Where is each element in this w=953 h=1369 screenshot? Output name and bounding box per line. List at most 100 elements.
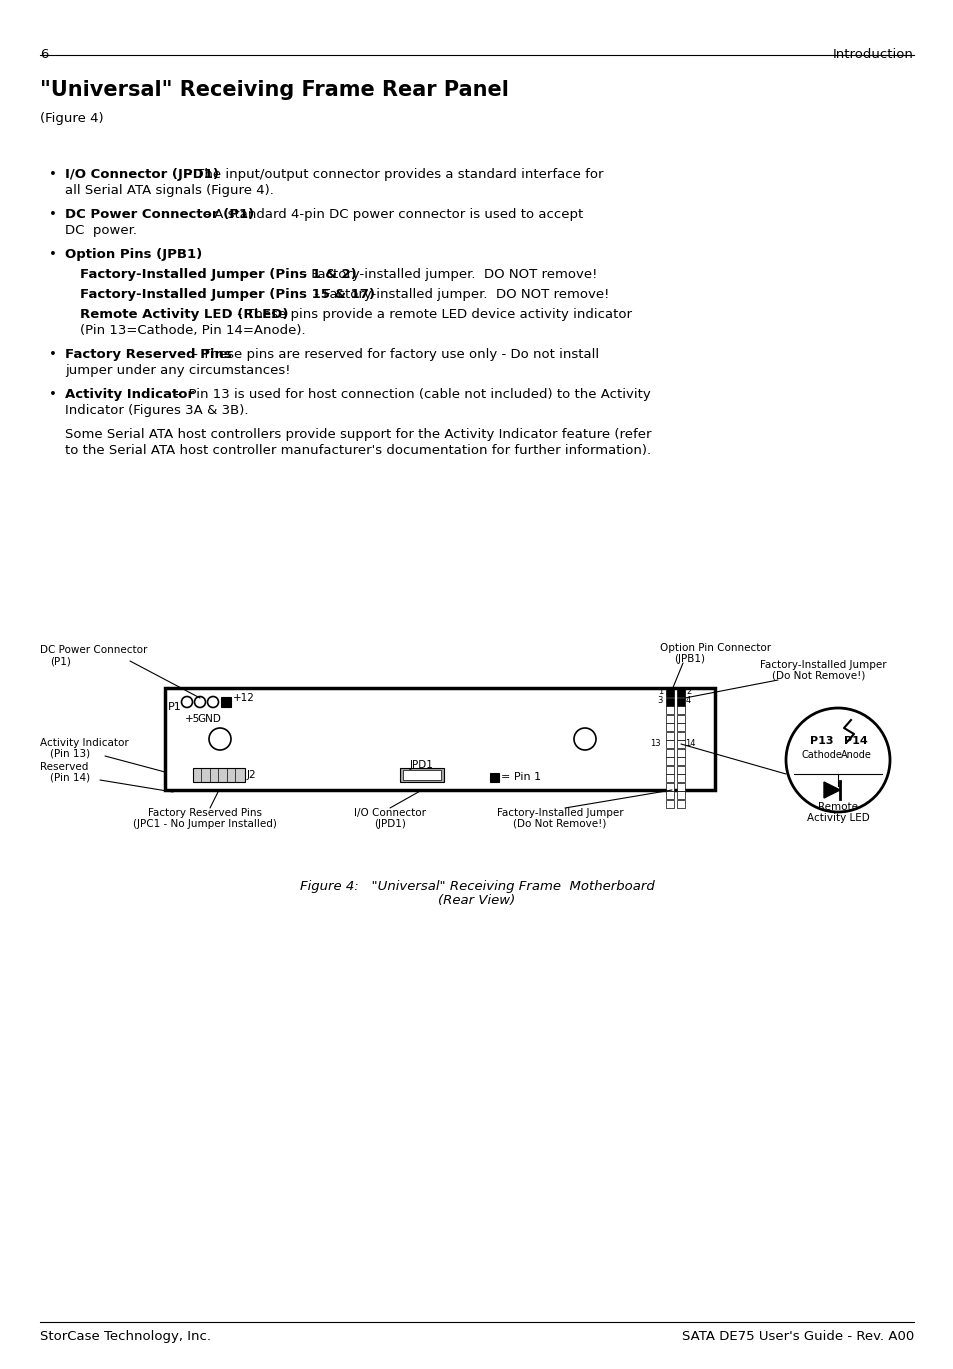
Bar — [665, 749, 673, 757]
Bar — [665, 697, 673, 705]
Text: Some Serial ATA host controllers provide support for the Activity Indicator feat: Some Serial ATA host controllers provide… — [65, 428, 651, 441]
Text: Anode: Anode — [840, 750, 870, 760]
Text: Option Pins (JPB1): Option Pins (JPB1) — [65, 248, 202, 261]
Text: (Do Not Remove!): (Do Not Remove!) — [513, 819, 606, 830]
Text: Activity Indicator: Activity Indicator — [65, 387, 193, 401]
Bar — [677, 706, 684, 715]
Bar — [665, 706, 673, 715]
Text: (P1): (P1) — [50, 656, 71, 665]
Bar — [665, 783, 673, 790]
Text: (Do Not Remove!): (Do Not Remove!) — [771, 671, 864, 680]
Text: - These pins provide a remote LED device activity indicator: - These pins provide a remote LED device… — [233, 308, 632, 320]
Text: - These pins are reserved for factory use only - Do not install: - These pins are reserved for factory us… — [189, 348, 598, 361]
Circle shape — [194, 697, 205, 708]
Text: P14: P14 — [843, 737, 867, 746]
Text: - Factory-installed jumper.  DO NOT remove!: - Factory-installed jumper. DO NOT remov… — [310, 287, 609, 301]
Bar — [165, 689, 714, 790]
Text: Indicator (Figures 3A & 3B).: Indicator (Figures 3A & 3B). — [65, 404, 248, 418]
Bar — [677, 791, 684, 799]
Text: (Pin 13): (Pin 13) — [50, 749, 90, 758]
Bar — [665, 765, 673, 773]
Text: P1: P1 — [168, 702, 182, 712]
Text: •: • — [49, 168, 57, 181]
Text: 4: 4 — [685, 695, 691, 705]
Text: 13: 13 — [650, 739, 660, 749]
Bar — [677, 697, 684, 705]
Bar — [665, 773, 673, 782]
Bar — [665, 799, 673, 808]
Text: +12: +12 — [233, 693, 254, 704]
Text: Remote Activity LED (RLED): Remote Activity LED (RLED) — [80, 308, 288, 320]
Text: (JPC1 - No Jumper Installed): (JPC1 - No Jumper Installed) — [132, 819, 276, 830]
Text: Option Pin Connector: Option Pin Connector — [659, 643, 770, 653]
Circle shape — [209, 728, 231, 750]
Bar — [677, 741, 684, 747]
Text: •: • — [49, 387, 57, 401]
Text: SATA DE75 User's Guide - Rev. A00: SATA DE75 User's Guide - Rev. A00 — [681, 1331, 913, 1343]
Text: I/O Connector (JPD1): I/O Connector (JPD1) — [65, 168, 219, 181]
Text: = Pin 1: = Pin 1 — [500, 772, 540, 783]
Text: Introduction: Introduction — [832, 48, 913, 62]
Text: Factory-Installed Jumper: Factory-Installed Jumper — [497, 808, 622, 819]
Text: 6: 6 — [40, 48, 49, 62]
Text: DC  power.: DC power. — [65, 225, 137, 237]
Text: Factory Reserved Pins: Factory Reserved Pins — [65, 348, 232, 361]
Bar — [193, 768, 245, 782]
Bar — [665, 791, 673, 799]
Text: Activity LED: Activity LED — [806, 813, 868, 823]
Text: DC Power Connector (P1): DC Power Connector (P1) — [65, 208, 254, 220]
Bar — [677, 799, 684, 808]
Bar — [665, 715, 673, 723]
Text: (Rear View): (Rear View) — [438, 894, 515, 908]
Text: Factory Reserved Pins: Factory Reserved Pins — [148, 808, 262, 819]
Text: 2: 2 — [685, 687, 691, 697]
Text: 1: 1 — [657, 687, 662, 697]
Circle shape — [785, 708, 889, 812]
Text: •: • — [49, 208, 57, 220]
Bar — [677, 723, 684, 731]
Bar — [665, 689, 673, 697]
Bar — [677, 689, 684, 697]
Text: JPD1: JPD1 — [410, 760, 434, 769]
Text: Factory-Installed Jumper: Factory-Installed Jumper — [760, 660, 885, 669]
Text: I/O Connector: I/O Connector — [354, 808, 426, 819]
Text: Figure 4:   "Universal" Receiving Frame  Motherboard: Figure 4: "Universal" Receiving Frame Mo… — [299, 880, 654, 893]
Bar — [677, 731, 684, 739]
Circle shape — [208, 697, 218, 708]
Circle shape — [574, 728, 596, 750]
Bar — [677, 749, 684, 757]
Bar — [677, 715, 684, 723]
Bar — [677, 765, 684, 773]
Text: P13: P13 — [809, 737, 833, 746]
Text: Cathode: Cathode — [801, 750, 841, 760]
Bar — [665, 723, 673, 731]
Text: •: • — [49, 348, 57, 361]
Text: Factory-Installed Jumper (Pins 15 & 17): Factory-Installed Jumper (Pins 15 & 17) — [80, 287, 375, 301]
Bar — [677, 757, 684, 765]
Bar — [402, 769, 440, 780]
Text: "Universal" Receiving Frame Rear Panel: "Universal" Receiving Frame Rear Panel — [40, 79, 508, 100]
Text: (Pin 14): (Pin 14) — [50, 773, 90, 783]
Text: (Figure 4): (Figure 4) — [40, 112, 104, 125]
Text: Reserved: Reserved — [40, 763, 89, 772]
Text: (JPD1): (JPD1) — [374, 819, 406, 830]
Bar — [490, 773, 498, 782]
Bar — [399, 768, 443, 782]
Text: - The input/output connector provides a standard interface for: - The input/output connector provides a … — [183, 168, 603, 181]
Text: Activity Indicator: Activity Indicator — [40, 738, 129, 747]
Bar — [665, 741, 673, 747]
Text: StorCase Technology, Inc.: StorCase Technology, Inc. — [40, 1331, 211, 1343]
Text: Remote: Remote — [817, 802, 857, 812]
Text: (Pin 13=Cathode, Pin 14=Anode).: (Pin 13=Cathode, Pin 14=Anode). — [80, 324, 305, 337]
Text: J2: J2 — [247, 769, 256, 780]
Text: 14: 14 — [684, 739, 695, 749]
Text: GND: GND — [196, 715, 221, 724]
Polygon shape — [823, 782, 840, 798]
Text: (JPB1): (JPB1) — [673, 654, 704, 664]
Text: Factory-Installed Jumper (Pins 1 & 2): Factory-Installed Jumper (Pins 1 & 2) — [80, 268, 356, 281]
Bar — [221, 697, 231, 706]
Text: to the Serial ATA host controller manufacturer's documentation for further infor: to the Serial ATA host controller manufa… — [65, 444, 651, 457]
Bar — [677, 783, 684, 790]
Text: 3: 3 — [657, 695, 662, 705]
Text: DC Power Connector: DC Power Connector — [40, 645, 147, 654]
